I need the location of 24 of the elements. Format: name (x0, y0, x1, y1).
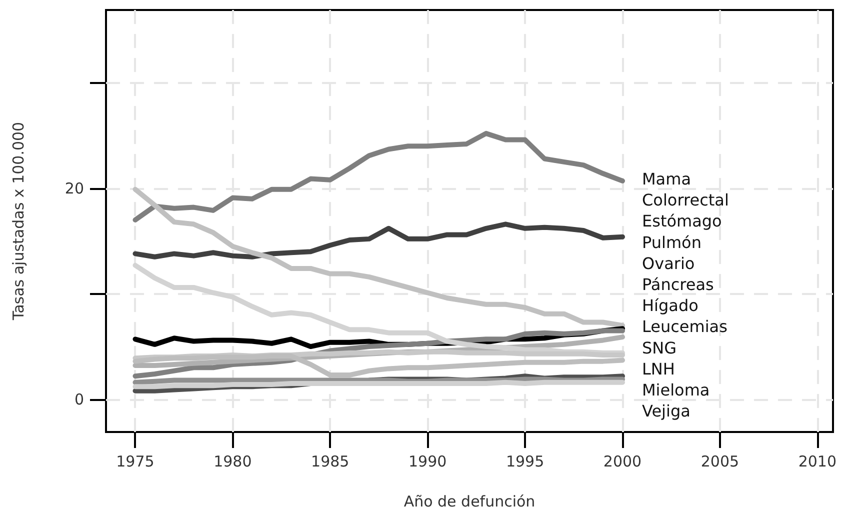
series-label: SNG (642, 338, 677, 358)
x-tick-label: 2005 (700, 452, 740, 470)
x-tick-label: 2010 (798, 452, 836, 470)
text: Hígado (642, 296, 698, 316)
series-label: LNH (642, 359, 675, 378)
y-tick-label: 20 (64, 179, 84, 198)
text: Colorrectal (642, 190, 729, 210)
series-label: Mama (642, 170, 691, 188)
x-tick-label: 1985 (311, 452, 350, 470)
series-label: Vejiga (642, 402, 690, 421)
x-tick-label: 1995 (506, 452, 544, 470)
series-label: Leucemias (642, 317, 728, 336)
y-tick-label: 0 (74, 390, 84, 408)
text: Pulmón (642, 232, 702, 252)
x-tick-label: 1975 (116, 452, 154, 470)
x-tick-label: 1990 (408, 452, 447, 470)
y-axis-title: Tasas ajustadas x 100.000 (10, 122, 28, 322)
text: Estómago (642, 212, 722, 231)
text: Ovario (642, 254, 695, 273)
x-axis-title: Año de defunción (404, 492, 536, 510)
x-tick-label: 2000 (603, 452, 642, 470)
series-label: Mieloma (642, 380, 710, 400)
x-tick-label: 1980 (214, 452, 252, 470)
text: Páncreas (642, 275, 714, 294)
